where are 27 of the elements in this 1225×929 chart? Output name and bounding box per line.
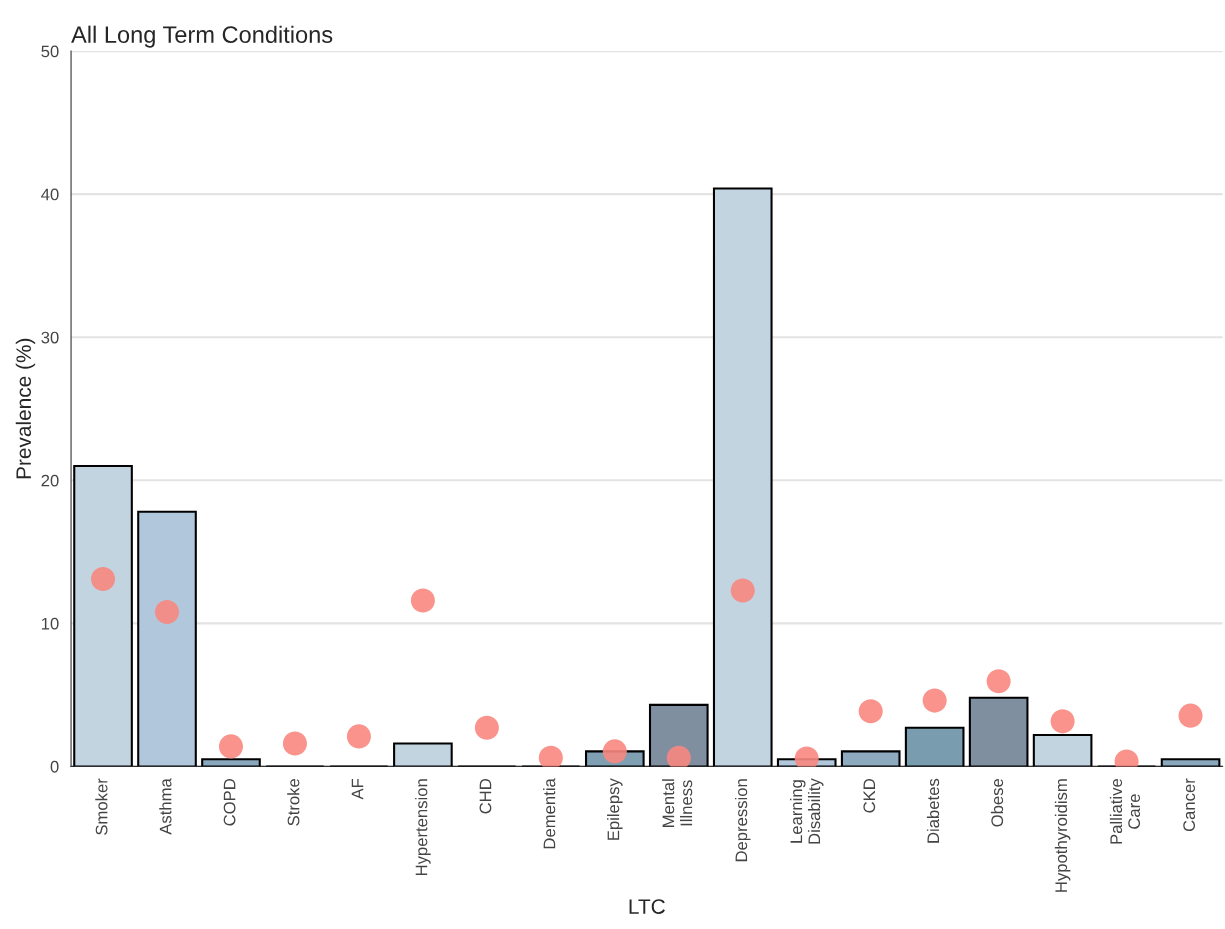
x-tick-label: Depression [734, 779, 751, 862]
x-tick-label: AF [351, 778, 364, 800]
x-tick-label: Dementia [543, 778, 556, 849]
y-tick-label: 50 [41, 45, 59, 58]
x-tick-label: Mental Illness [662, 779, 693, 827]
x-tick-label: Cancer [1183, 778, 1196, 832]
x-tick-label: Palliative Care [1109, 778, 1141, 844]
x-tick-label: COPD [223, 779, 236, 826]
y-tick-label: 20 [41, 474, 59, 487]
chart-title: All Long Term Conditions [71, 25, 333, 48]
x-tick-label: CHD [479, 779, 492, 814]
y-tick-label: 10 [41, 617, 59, 630]
x-tick-label: Hypertension [415, 779, 431, 876]
x-tick-label: Epilepsy [607, 778, 623, 840]
x-tick-label: Diabetes [926, 778, 940, 843]
x-axis-title: LTC [629, 899, 665, 914]
x-tick-label: Asthma [159, 778, 172, 835]
y-tick-label: 40 [41, 188, 59, 201]
y-axis-title: Prevalence (%) [15, 338, 36, 479]
x-tick-label: Hypothyroidism [1054, 779, 1071, 892]
x-tick-label: CKD [863, 779, 876, 813]
x-tick-label: Smoker [95, 778, 108, 835]
y-tick-label: 0 [50, 760, 59, 773]
y-tick-label: 30 [41, 331, 59, 344]
x-tick-label: Learning Disability [789, 778, 824, 844]
x-tick-label: Obese [990, 778, 1004, 827]
x-tick-label: Stroke [287, 778, 300, 826]
